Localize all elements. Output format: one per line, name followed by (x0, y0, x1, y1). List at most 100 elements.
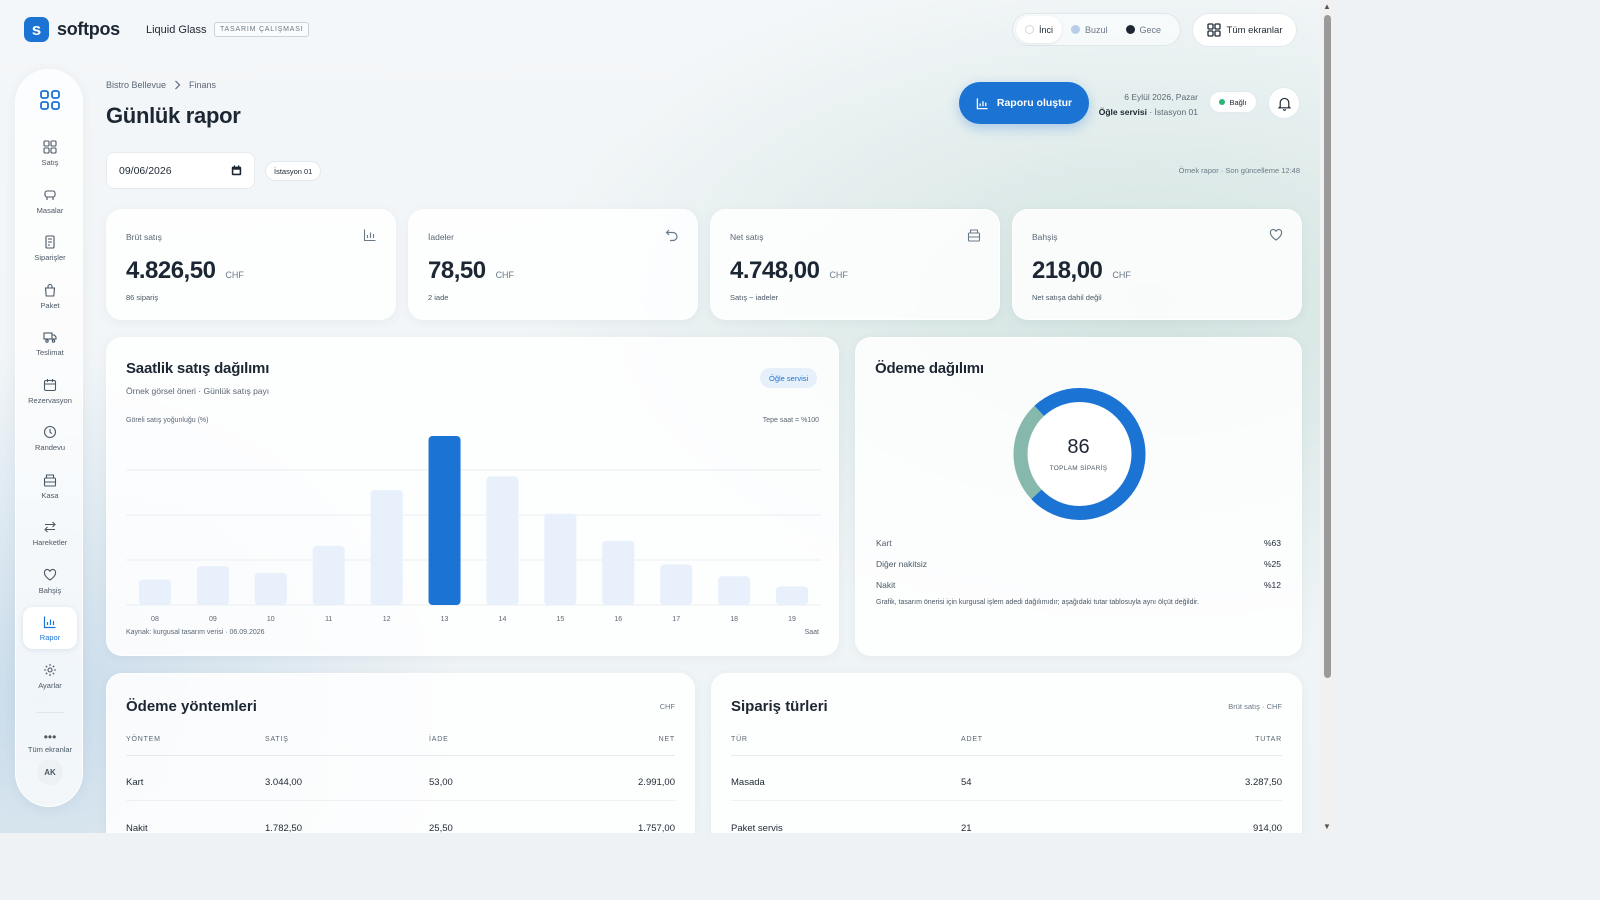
theme-option-gece[interactable]: Gece (1117, 16, 1171, 43)
table-row[interactable]: Nakit 1.782,50 25,50 1.757,00 (126, 823, 675, 833)
bar-19[interactable] (776, 586, 809, 605)
register-icon (967, 229, 981, 242)
scroll-up-icon[interactable]: ▲ (1323, 2, 1331, 11)
theme-label: Buzul (1085, 24, 1108, 35)
more-dots-icon: ••• (43, 729, 57, 744)
sidebar-item-randevu[interactable]: Randevu (23, 417, 77, 459)
bar-12[interactable] (370, 490, 403, 605)
bar-16[interactable] (602, 540, 635, 605)
page-title: Günlük rapor (106, 103, 241, 128)
kpi-card-net-sales: Net satış 4.748,00 CHF Satış − iadeler (710, 209, 1000, 320)
theme-label: İnci (1039, 24, 1054, 35)
kpi-amount: 218,00 (1032, 257, 1103, 284)
bar-14[interactable] (486, 476, 519, 605)
kpi-label: Brüt satış (126, 232, 162, 242)
table-cell: 914,00 (1252, 823, 1282, 833)
column-header: ADET (961, 736, 983, 743)
breadcrumb-item[interactable]: Finans (189, 80, 217, 90)
breadcrumb-item[interactable]: Bistro Bellevue (106, 80, 167, 90)
bar-17[interactable] (660, 564, 693, 605)
date-value: 09/06/2026 (119, 164, 172, 177)
x-tick-label: 10 (267, 616, 275, 623)
sidebar-item-ayarlar[interactable]: Ayarlar (23, 655, 77, 697)
kpi-amount: 4.748,00 (730, 257, 820, 284)
bar-13[interactable] (428, 436, 461, 605)
sidebar-item-label: Hareketler (32, 537, 68, 547)
kpi-card-refunds: İadeler 78,50 CHF 2 iade (408, 209, 698, 320)
table-cell: 54 (961, 777, 972, 788)
table-cell: Kart (126, 777, 144, 788)
connection-status-badge: Bağlı (1209, 91, 1257, 113)
donut-footnote: Grafik, tasarım önerisi için kurgusal iş… (876, 599, 1199, 606)
pearl-dot-icon (1025, 25, 1034, 34)
all-screens-button[interactable]: Tüm ekranlar (1192, 13, 1297, 47)
date-picker-field[interactable]: 09/06/2026 (106, 152, 255, 189)
sidebar-item-label: Rapor (39, 632, 61, 642)
donut-center-label: TOPLAM SİPARİŞ (1049, 465, 1108, 472)
sidebar-item-label: Kasa (41, 490, 59, 500)
theme-option-inci[interactable]: İnci (1016, 16, 1063, 43)
avatar[interactable]: AK (37, 759, 63, 785)
sidebar-item-siparisler[interactable]: Siparişler (23, 227, 77, 269)
home-grid-icon[interactable] (40, 90, 60, 115)
sidebar-item-rapor[interactable]: Rapor (23, 607, 77, 649)
calendar-icon[interactable] (231, 165, 242, 176)
theme-switch: İnci Buzul Gece (1012, 13, 1181, 46)
table-row[interactable]: Masada 54 3.287,50 (731, 777, 1282, 801)
table-header: YÖNTEM SATIŞ İADE NET (126, 736, 675, 756)
sidebar-item-rezervasyon[interactable]: Rezervasyon (23, 370, 77, 412)
brand-logo[interactable]: s softpos (24, 17, 120, 42)
chevron-right-icon (175, 80, 181, 90)
bar-chart-icon (976, 97, 988, 109)
design-study-tag: TASARIM ÇALIŞMASI (214, 22, 310, 37)
column-header: TUTAR (1255, 736, 1282, 743)
table-cell: Paket servis (731, 823, 783, 833)
x-tick-label: 14 (499, 616, 507, 623)
last-updated-text: Örnek rapor · Son güncelleme 12:48 (1178, 166, 1300, 175)
create-report-button[interactable]: Raporu oluştur (959, 82, 1089, 124)
bar-18[interactable] (718, 576, 751, 605)
scroll-down-icon[interactable]: ▼ (1323, 822, 1331, 831)
legend-name: Nakit (876, 580, 896, 590)
vertical-scrollbar[interactable]: ▲ ▼ (1320, 0, 1334, 833)
sidebar-item-label: Rezervasyon (28, 395, 72, 405)
bar-09[interactable] (196, 566, 229, 605)
sidebar-item-all-screens[interactable]: ••• Tüm ekranlar (23, 722, 77, 764)
sidebar-item-bahsis[interactable]: Bahşiş (23, 560, 77, 602)
session-meta: 6 Eylül 2026, Pazar Öğle servisi · İstas… (1090, 90, 1198, 120)
sidebar-item-masalar[interactable]: Masalar (23, 180, 77, 222)
station-filter-chip[interactable]: İstasyon 01 (265, 161, 322, 181)
kpi-card-tips: Bahşiş 218,00 CHF Net satışa dahil değil (1012, 209, 1302, 320)
sidebar-item-teslimat[interactable]: Teslimat (23, 322, 77, 364)
sidebar-item-paket[interactable]: Paket (23, 275, 77, 317)
sidebar-item-kasa[interactable]: Kasa (23, 465, 77, 507)
bar-10[interactable] (254, 572, 287, 605)
kpi-value: 4.748,00 CHF (730, 257, 848, 285)
card-subtitle: Örnek görsel öneri · Günlük satış payı (126, 386, 270, 396)
sidebar-item-hareketler[interactable]: Hareketler (23, 512, 77, 554)
legend-row: Diğer nakitsiz %25 (876, 559, 1281, 569)
register-icon (43, 473, 57, 487)
bar-11[interactable] (312, 545, 345, 605)
bar-15[interactable] (544, 513, 577, 605)
theme-option-buzul[interactable]: Buzul (1062, 16, 1117, 43)
donut-slice-2[interactable] (1013, 388, 1146, 520)
bar-08[interactable] (138, 579, 171, 605)
bar-chart-icon (363, 229, 376, 242)
scrollbar-thumb[interactable] (1324, 15, 1331, 678)
legend-pct: %63 (1263, 538, 1281, 548)
undo-icon (665, 229, 678, 242)
payment-donut-chart (1013, 388, 1146, 520)
session-date: 6 Eylül 2026, Pazar (1124, 92, 1198, 102)
notifications-button[interactable] (1268, 87, 1300, 119)
legend-row: Kart %63 (876, 538, 1281, 548)
service-pill[interactable]: Öğle servisi (760, 368, 818, 388)
sidebar-item-satis[interactable]: Satış (23, 132, 77, 174)
table-icon (44, 189, 56, 200)
breadcrumb: Bistro Bellevue Finans (106, 80, 216, 90)
table-cell: Nakit (126, 823, 148, 833)
sidebar-item-label: Bahşiş (38, 585, 62, 595)
donut-slice-1[interactable] (1013, 388, 1146, 520)
table-row[interactable]: Paket servis 21 914,00 (731, 823, 1282, 833)
table-row[interactable]: Kart 3.044,00 53,00 2.991,00 (126, 777, 675, 801)
